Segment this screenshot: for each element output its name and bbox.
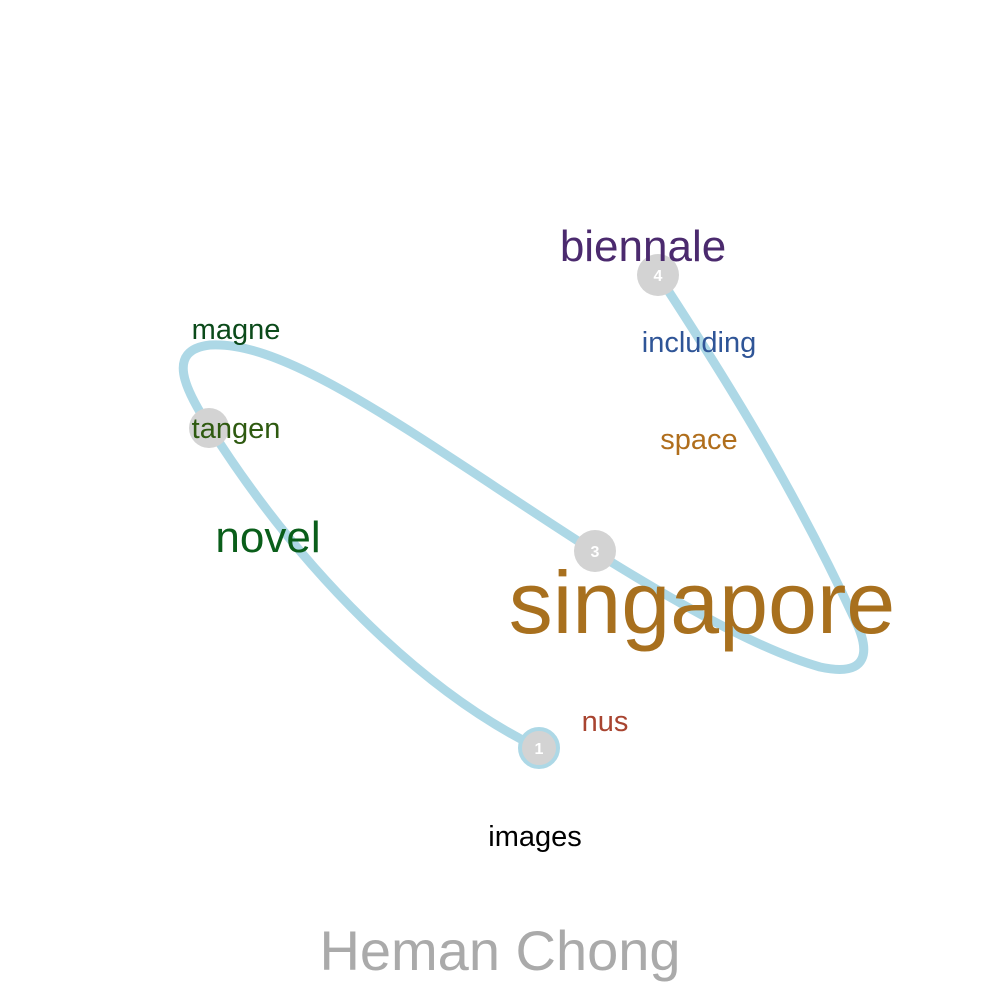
word-magne: magne [192, 314, 281, 346]
word-tangen: tangen [192, 413, 281, 445]
graph-node-1 [518, 727, 560, 769]
graph-node [189, 408, 229, 448]
word-singapore: singapore [509, 553, 896, 652]
word-biennale: biennale [560, 222, 726, 271]
node-3-label: 3 [591, 544, 600, 561]
graph-node-4 [637, 254, 679, 296]
connection-path [178, 270, 869, 753]
diagram-title: Heman Chong [319, 919, 680, 982]
node-1-label: 1 [535, 741, 544, 758]
word-novel: novel [215, 513, 320, 562]
graph-node-3 [574, 530, 616, 572]
node-4-label: 4 [654, 268, 663, 285]
word-nus: nus [582, 706, 629, 738]
word-space: space [660, 424, 737, 456]
word-including: including [642, 327, 756, 359]
word-images: images [488, 821, 582, 853]
